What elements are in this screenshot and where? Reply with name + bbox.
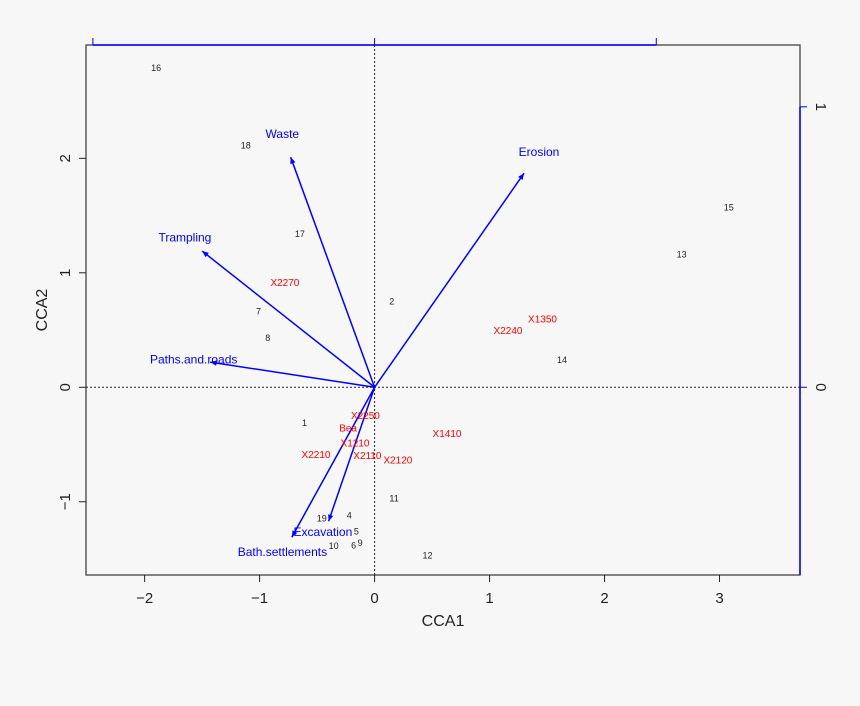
right-secondary-tick-label: 0: [812, 383, 829, 391]
species-label: X1350: [528, 315, 557, 326]
x-axis-title: CCA1: [422, 613, 465, 630]
arrowhead: [328, 514, 334, 522]
site-label: 9: [358, 538, 363, 548]
reference-lines: [86, 45, 800, 575]
y-tick-label: 0: [57, 383, 74, 391]
x-tick-label: 0: [370, 590, 378, 607]
species-label: Bea: [339, 423, 357, 434]
species-label: X2110: [353, 451, 382, 462]
arrow-erosion: [373, 172, 525, 388]
right-secondary-tick-label: 1: [812, 103, 829, 111]
arrow-label: Waste: [266, 127, 300, 141]
site-label: 19: [317, 514, 327, 524]
arrow-label: Bath.settlements: [238, 545, 327, 559]
site-label: 10: [329, 541, 339, 551]
site-label: 4: [347, 511, 352, 521]
species-label: X2120: [383, 456, 412, 467]
site-label: 14: [557, 355, 567, 365]
arrow-excavation: [327, 387, 376, 522]
site-label: 17: [295, 229, 305, 239]
environmental-arrows: Waste Erosion Trampling Paths.and.roads Exca…: [150, 127, 559, 559]
species-label: X2270: [270, 278, 299, 289]
site-label: 8: [265, 333, 270, 343]
x-tick-label: −2: [136, 590, 153, 607]
arrow-label: Excavation: [294, 525, 353, 539]
y-tick-label: 2: [57, 154, 74, 162]
arrow-trampling: [201, 250, 376, 388]
arrow-label: Erosion: [519, 145, 560, 159]
species-label: X1410: [433, 429, 462, 440]
x-tick-label: 2: [600, 590, 608, 607]
arrow-label: Paths.and.roads: [150, 353, 237, 367]
y-tick-label: −1: [57, 493, 74, 510]
species-label: X2250: [351, 411, 380, 422]
arrow-waste: [289, 156, 376, 388]
arrowhead: [518, 173, 525, 181]
site-label: 15: [724, 203, 734, 213]
site-label: 6: [351, 541, 356, 551]
species-label: X2240: [494, 326, 523, 337]
species-label: X1210: [341, 438, 370, 449]
arrow-paths-and-roads: [210, 361, 375, 389]
site-label: 2: [389, 296, 394, 306]
species-label: X2210: [302, 450, 331, 461]
y-tick-label: 1: [57, 269, 74, 277]
site-label: 16: [151, 63, 161, 73]
x-tick-label: −1: [251, 590, 268, 607]
y-axis-title: CCA2: [34, 289, 51, 332]
site-label: 18: [241, 141, 251, 151]
arrowhead: [291, 530, 298, 538]
arrowhead: [290, 157, 296, 165]
plot-frame: [85, 44, 801, 576]
site-label: 13: [677, 250, 687, 260]
arrow-bath-settlements: [291, 386, 376, 538]
x-tick-label: 1: [485, 590, 493, 607]
arrowhead: [202, 251, 209, 258]
site-label: 7: [256, 307, 261, 317]
site-label: 1: [302, 418, 307, 428]
arrow-label: Trampling: [158, 230, 211, 244]
site-label: 11: [389, 493, 398, 503]
site-label: 12: [422, 551, 432, 561]
x-tick-label: 3: [715, 590, 723, 607]
site-label: 5: [354, 527, 359, 537]
arrowhead: [210, 360, 217, 366]
